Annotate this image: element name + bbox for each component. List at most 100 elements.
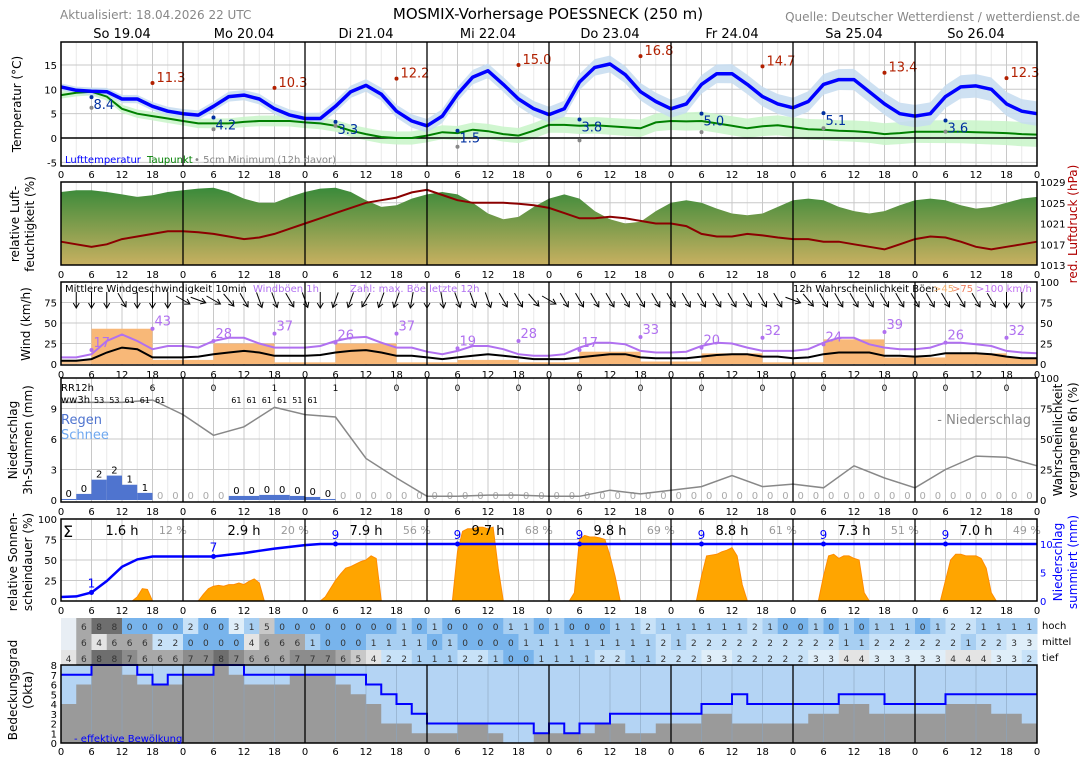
- wind-direction-arrow-icon: [575, 292, 585, 308]
- cloud-mid-value: 2: [828, 639, 834, 649]
- cloud-high-value: 0: [417, 623, 423, 633]
- max-temp-dot: [760, 64, 765, 69]
- cloud-high-cell: [1021, 618, 1038, 634]
- cloud-high-cell: [838, 618, 855, 634]
- sun-panel-x-tick: 18: [1000, 606, 1013, 617]
- cloud-panel-x-tick: 0: [180, 747, 186, 758]
- precip-value-label: 0: [264, 485, 270, 496]
- cloud-mid-cell: [899, 634, 916, 650]
- arrow-head: [1003, 302, 1010, 309]
- wind-direction-arrow-icon: [528, 293, 540, 307]
- cloud-high-value: 0: [584, 623, 590, 633]
- sun-panel-x-tick: 12: [726, 606, 739, 617]
- gust-max-label: 37: [399, 320, 416, 335]
- cloud-y-tick: 4: [51, 700, 57, 711]
- cloud-high-cell: [732, 618, 748, 634]
- arrow-shaft: [758, 292, 767, 307]
- arrow-head: [837, 301, 844, 308]
- cloud-mid-value: 1: [386, 639, 392, 649]
- max-temp-label: 15.0: [523, 53, 552, 68]
- cloud-mid-cell: [838, 634, 855, 650]
- cloud-low-cell: [320, 650, 336, 666]
- arrow-shaft: [971, 292, 980, 307]
- precip-panel-x-tick: 6: [698, 507, 704, 518]
- arrow-shaft: [362, 292, 371, 307]
- cloud-axis-label-1: Bedeckungsgrad: [6, 640, 20, 740]
- cloud-mid-value: 0: [188, 639, 194, 649]
- precip-value-label: 0: [340, 491, 346, 502]
- cloud-mid-value: 2: [935, 639, 941, 649]
- arrow-head: [928, 301, 935, 308]
- arrow-shaft: [819, 292, 828, 307]
- max-temp-label: 12.3: [1011, 66, 1040, 81]
- cloud-panel-x-tick: 12: [848, 747, 861, 758]
- gust-max-label: 43: [155, 315, 172, 330]
- wind-panel-x-tick: 6: [820, 370, 826, 381]
- sun-panel-x-tick: 0: [546, 606, 552, 617]
- cloud-low-cell: [411, 650, 428, 666]
- wind-panel-x-tick: 12: [360, 370, 373, 381]
- wind-direction-arrow-icon: [605, 292, 615, 308]
- cloud-high-cell: [716, 618, 733, 634]
- humidity-panel-x-tick: 12: [726, 270, 739, 281]
- day-label: Do 23.04: [580, 27, 639, 42]
- sun-panel-x-tick: 12: [970, 606, 983, 617]
- cloud-high-value: 0: [478, 623, 484, 633]
- cloud-high-value: 8: [96, 623, 102, 633]
- cloud-high-value: 2: [950, 623, 956, 633]
- cloud-high-cell: [228, 618, 245, 634]
- humidity-panel-x-tick: 18: [512, 270, 525, 281]
- wind-panel-x-tick: 18: [146, 370, 159, 381]
- cloud-low-cell: [366, 650, 382, 666]
- precip-panel-x-tick: 18: [878, 507, 891, 518]
- precip-panel-x-tick: 18: [512, 507, 525, 518]
- cloud-low-cell: [137, 650, 153, 666]
- max-temp-dot: [394, 76, 399, 81]
- sun-panel-x-tick: 12: [238, 606, 251, 617]
- cloud-high-cell: [503, 618, 519, 634]
- precip-panel-x-tick: 12: [604, 507, 617, 518]
- arrow-head: [485, 301, 493, 309]
- precip-value-label: 0: [965, 491, 971, 502]
- arrow-head: [974, 301, 981, 308]
- cloud-high-cell: [472, 618, 489, 634]
- arrow-head: [288, 301, 295, 308]
- cloud-low-cell: [762, 650, 779, 666]
- cloud-mid-cell: [106, 634, 123, 650]
- wind-direction-arrow-icon: [895, 292, 905, 308]
- page-title: MOSMIX-Vorhersage POESSNECK (250 m): [393, 5, 703, 23]
- temp-panel-x-tick: 0: [180, 170, 186, 181]
- cloud-mid-value: 2: [798, 639, 804, 649]
- cloud-low-value: 4: [981, 655, 987, 665]
- cloud-mid-cell: [350, 634, 367, 650]
- arrow-head: [959, 301, 966, 308]
- daily-sunshine-percent: 61 %: [769, 524, 797, 537]
- sun-panel-x-tick: 6: [88, 606, 94, 617]
- legend-precip-prob: - Niederschlag: [937, 413, 1031, 428]
- cloud-high-cell: [701, 618, 718, 634]
- precip-value-label: 2: [96, 470, 102, 481]
- cloud-mid-cell: [594, 634, 611, 650]
- cloud-mid-cell: [869, 634, 885, 650]
- cloud-mid-cell: [884, 634, 901, 650]
- cloud-high-cell: [823, 618, 840, 634]
- wind-direction-arrow-icon: [469, 292, 478, 309]
- daily-sunshine-percent: 56 %: [403, 524, 431, 537]
- rr12h-value: 0: [760, 384, 766, 394]
- arrow-head: [133, 302, 141, 309]
- precip-value-label: 0: [309, 487, 315, 498]
- precip-value-label: 0: [416, 491, 422, 502]
- cloud-panel-x-tick: 12: [482, 747, 495, 758]
- cloud-high-value: 1: [905, 623, 911, 633]
- cloud-low-cell: [594, 650, 611, 666]
- cloud-panel-x-tick: 18: [512, 747, 525, 758]
- ww3h-code: 53: [109, 396, 119, 405]
- min-temp-label: 1.5: [460, 132, 481, 147]
- cloud-low-cell: [793, 650, 809, 666]
- gust-max-dot: [516, 339, 521, 344]
- day-label: Sa 25.04: [825, 27, 883, 42]
- updated-timestamp: Aktualisiert: 18.04.2026 22 UTC: [60, 8, 251, 22]
- cloud-high-cell: [183, 618, 199, 634]
- gust-max-dot: [943, 340, 948, 345]
- cloud-mid-cell: [533, 634, 550, 650]
